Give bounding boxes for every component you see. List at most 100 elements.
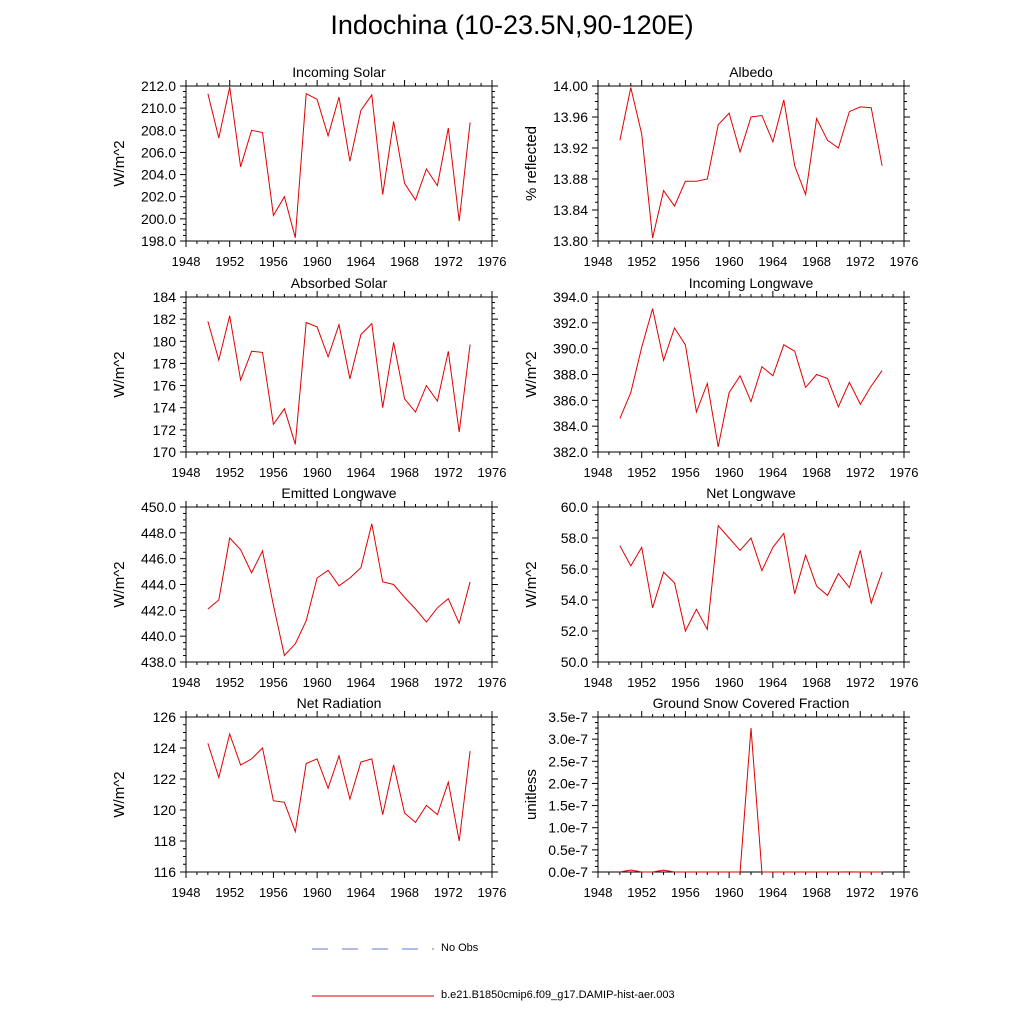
y-tick-label: 172 <box>153 422 177 438</box>
y-tick-label: 384.0 <box>553 418 588 434</box>
x-tick-label: 1968 <box>802 465 831 480</box>
x-tick-label: 1952 <box>627 675 656 690</box>
y-tick-label: 116 <box>154 864 177 880</box>
x-tick-label: 1952 <box>215 465 244 480</box>
y-tick-label: 2.0e-7 <box>548 775 588 791</box>
panel-title: Net Longwave <box>706 485 796 501</box>
x-tick-label: 1956 <box>671 465 700 480</box>
x-tick-label: 1972 <box>434 254 463 269</box>
y-tick-label: 1.0e-7 <box>548 820 588 836</box>
x-tick-label: 1960 <box>715 254 744 269</box>
y-tick-label: 392.0 <box>553 315 588 331</box>
y-tick-label: 388.0 <box>553 367 588 383</box>
x-tick-label: 1972 <box>846 465 875 480</box>
y-tick-label: 390.0 <box>553 341 588 357</box>
x-tick-label: 1960 <box>303 675 332 690</box>
x-tick-label: 1964 <box>758 675 787 690</box>
x-tick-label: 1956 <box>259 885 288 900</box>
y-tick-label: 13.84 <box>553 202 588 218</box>
x-tick-label: 1976 <box>478 675 507 690</box>
x-tick-label: 1976 <box>890 254 919 269</box>
x-tick-label: 1968 <box>390 465 419 480</box>
series-line <box>619 308 883 447</box>
x-tick-label: 1972 <box>846 675 875 690</box>
chart-panel: 1948 1952 1956 1960 1964 1968 1972 1976 0.0e-7 0.… <box>523 695 918 900</box>
x-tick-label: 1964 <box>346 465 375 480</box>
x-tick-label: 1956 <box>671 885 700 900</box>
panel-title: Net Radiation <box>297 695 382 711</box>
y-tick-label: 198.0 <box>141 233 176 249</box>
y-tick-label: 120 <box>153 802 177 818</box>
y-tick-label: 210.0 <box>141 100 176 116</box>
x-tick-label: 1948 <box>172 675 201 690</box>
x-tick-label: 1968 <box>802 675 831 690</box>
x-tick-label: 1964 <box>346 885 375 900</box>
y-tick-label: 440.0 <box>141 628 176 644</box>
y-tick-label: 202.0 <box>141 189 176 205</box>
y-tick-label: 394.0 <box>553 289 588 305</box>
x-tick-label: 1968 <box>802 885 831 900</box>
x-tick-label: 1964 <box>758 885 787 900</box>
y-tick-label: 450.0 <box>141 499 176 515</box>
y-tick-label: 438.0 <box>141 654 176 670</box>
y-tick-label: 208.0 <box>141 122 176 138</box>
x-tick-label: 1972 <box>434 675 463 690</box>
y-tick-label: 182 <box>153 311 177 327</box>
y-tick-label: 50.0 <box>561 654 588 670</box>
y-tick-label: 180 <box>153 333 177 349</box>
y-tick-label: 118 <box>154 833 177 849</box>
y-tick-label: 212.0 <box>141 78 176 94</box>
y-tick-label: 206.0 <box>141 144 176 160</box>
chart-panel: 1948 1952 1956 1960 1964 1968 1972 1976 382.0 384… <box>523 275 918 480</box>
y-tick-label: 54.0 <box>561 592 588 608</box>
y-tick-label: 124 <box>153 740 177 756</box>
y-tick-label: 176 <box>153 378 177 394</box>
x-tick-label: 1960 <box>303 254 332 269</box>
x-tick-label: 1976 <box>478 885 507 900</box>
x-tick-label: 1948 <box>172 254 201 269</box>
chart-panel: 1948 1952 1956 1960 1964 1968 1972 1976 116 118 12… <box>111 695 506 900</box>
x-tick-label: 1948 <box>172 885 201 900</box>
y-axis-label: W/m^2 <box>111 140 128 186</box>
x-tick-label: 1960 <box>715 465 744 480</box>
y-tick-label: 3.5e-7 <box>548 709 588 725</box>
y-tick-label: 60.0 <box>561 499 588 515</box>
panel-title: Incoming Longwave <box>689 275 814 291</box>
x-tick-label: 1956 <box>259 254 288 269</box>
x-tick-label: 1972 <box>846 885 875 900</box>
x-tick-label: 1960 <box>715 675 744 690</box>
y-tick-label: 13.96 <box>553 109 588 125</box>
y-tick-label: 446.0 <box>141 551 176 567</box>
y-tick-label: 0.0e-7 <box>548 864 588 880</box>
y-tick-label: 52.0 <box>561 623 588 639</box>
y-tick-label: 444.0 <box>141 577 176 593</box>
x-tick-label: 1968 <box>802 254 831 269</box>
series-line <box>619 87 883 239</box>
x-tick-label: 1976 <box>478 254 507 269</box>
series-line <box>207 523 471 657</box>
y-tick-label: 2.5e-7 <box>548 753 588 769</box>
y-tick-label: 3.0e-7 <box>548 731 588 747</box>
x-tick-label: 1948 <box>584 254 613 269</box>
x-tick-label: 1952 <box>215 254 244 269</box>
y-tick-label: 1.5e-7 <box>548 798 588 814</box>
y-tick-label: 13.88 <box>553 171 588 187</box>
x-tick-label: 1952 <box>627 885 656 900</box>
y-tick-label: 442.0 <box>141 602 176 618</box>
chart-panel: 1948 1952 1956 1960 1964 1968 1972 1976 198.0 200… <box>111 64 506 269</box>
x-tick-label: 1948 <box>584 885 613 900</box>
x-tick-label: 1976 <box>890 675 919 690</box>
y-tick-label: 13.80 <box>553 233 588 249</box>
x-tick-label: 1956 <box>259 675 288 690</box>
y-axis-label: W/m^2 <box>523 351 540 397</box>
x-tick-label: 1968 <box>390 885 419 900</box>
x-tick-label: 1976 <box>890 465 919 480</box>
x-tick-label: 1964 <box>758 254 787 269</box>
y-tick-label: 204.0 <box>141 167 176 183</box>
series-line <box>207 86 471 238</box>
y-axis-label: W/m^2 <box>111 351 128 397</box>
y-tick-label: 386.0 <box>553 392 588 408</box>
panel-title: Absorbed Solar <box>291 275 388 291</box>
y-tick-label: 58.0 <box>561 530 588 546</box>
